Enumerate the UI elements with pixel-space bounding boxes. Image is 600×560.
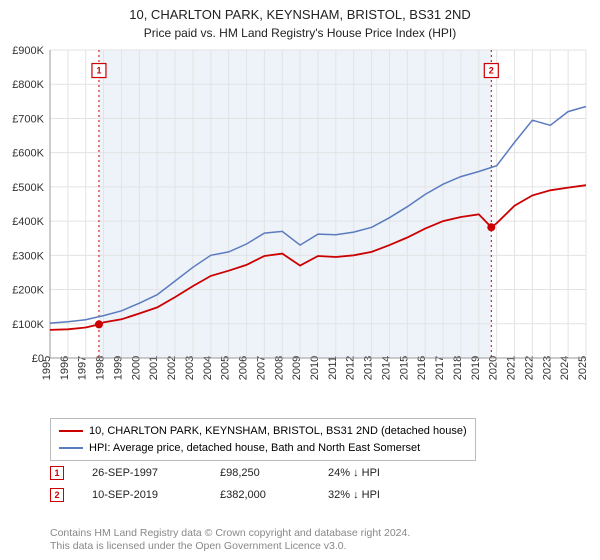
svg-text:2004: 2004 <box>202 356 214 380</box>
legend-label: HPI: Average price, detached house, Bath… <box>89 440 420 457</box>
line-chart: £0£100K£200K£300K£400K£500K£600K£700K£80… <box>0 42 600 412</box>
svg-text:2: 2 <box>489 66 494 76</box>
svg-text:1998: 1998 <box>95 356 107 380</box>
svg-text:2020: 2020 <box>488 356 500 380</box>
event-date: 10-SEP-2019 <box>92 489 192 501</box>
chart-subtitle: Price paid vs. HM Land Registry's House … <box>0 24 600 40</box>
svg-text:1996: 1996 <box>59 356 71 380</box>
svg-text:2018: 2018 <box>452 356 464 380</box>
svg-text:2021: 2021 <box>506 356 518 380</box>
svg-text:2023: 2023 <box>541 356 553 380</box>
svg-text:2024: 2024 <box>559 356 571 380</box>
svg-text:£700K: £700K <box>12 113 44 125</box>
svg-text:2011: 2011 <box>327 356 339 380</box>
svg-text:£600K: £600K <box>12 148 44 160</box>
svg-text:2005: 2005 <box>220 356 232 380</box>
footnote-text: Contains HM Land Registry data © Crown c… <box>50 527 410 539</box>
svg-text:1995: 1995 <box>41 356 53 380</box>
svg-text:£100K: £100K <box>12 319 44 331</box>
svg-text:2000: 2000 <box>130 356 142 380</box>
event-date: 26-SEP-1997 <box>92 467 192 479</box>
svg-text:2008: 2008 <box>273 356 285 380</box>
svg-text:2025: 2025 <box>577 356 589 380</box>
svg-text:2014: 2014 <box>380 356 392 380</box>
svg-text:£900K: £900K <box>12 45 44 57</box>
event-price: £98,250 <box>220 467 300 479</box>
event-marker-icon: 2 <box>50 488 64 502</box>
svg-text:2001: 2001 <box>148 356 160 380</box>
svg-text:2022: 2022 <box>523 356 535 380</box>
svg-text:2016: 2016 <box>416 356 428 380</box>
svg-text:£500K: £500K <box>12 182 44 194</box>
svg-text:£800K: £800K <box>12 79 44 91</box>
svg-text:1997: 1997 <box>77 356 89 380</box>
footnote-text: This data is licensed under the Open Gov… <box>50 540 347 552</box>
svg-text:2006: 2006 <box>238 356 250 380</box>
svg-text:2012: 2012 <box>345 356 357 380</box>
svg-text:1: 1 <box>96 66 101 76</box>
legend-label: 10, CHARLTON PARK, KEYNSHAM, BRISTOL, BS… <box>89 423 467 440</box>
event-row: 1 26-SEP-1997 £98,250 24% ↓ HPI <box>50 462 380 484</box>
svg-text:2013: 2013 <box>363 356 375 380</box>
svg-text:£200K: £200K <box>12 285 44 297</box>
events-table: 1 26-SEP-1997 £98,250 24% ↓ HPI 2 10-SEP… <box>50 462 380 506</box>
svg-text:2002: 2002 <box>166 356 178 380</box>
legend-swatch-red <box>59 430 83 432</box>
legend-item: HPI: Average price, detached house, Bath… <box>59 440 467 457</box>
svg-text:£400K: £400K <box>12 216 44 228</box>
svg-text:2003: 2003 <box>184 356 196 380</box>
svg-text:2010: 2010 <box>309 356 321 380</box>
chart-title: 10, CHARLTON PARK, KEYNSHAM, BRISTOL, BS… <box>0 0 600 24</box>
event-row: 2 10-SEP-2019 £382,000 32% ↓ HPI <box>50 484 380 506</box>
svg-text:2007: 2007 <box>255 356 267 380</box>
legend-item: 10, CHARLTON PARK, KEYNSHAM, BRISTOL, BS… <box>59 423 467 440</box>
svg-text:2015: 2015 <box>398 356 410 380</box>
svg-text:1999: 1999 <box>112 356 124 380</box>
svg-text:£300K: £300K <box>12 250 44 262</box>
chart-area: £0£100K£200K£300K£400K£500K£600K£700K£80… <box>0 42 600 412</box>
footnote: Contains HM Land Registry data © Crown c… <box>50 527 410 554</box>
event-hpi: 32% ↓ HPI <box>328 489 380 501</box>
event-marker-icon: 1 <box>50 466 64 480</box>
legend: 10, CHARLTON PARK, KEYNSHAM, BRISTOL, BS… <box>50 418 476 461</box>
legend-swatch-blue <box>59 447 83 449</box>
svg-text:2009: 2009 <box>291 356 303 380</box>
svg-text:2019: 2019 <box>470 356 482 380</box>
svg-text:2017: 2017 <box>434 356 446 380</box>
event-hpi: 24% ↓ HPI <box>328 467 380 479</box>
event-price: £382,000 <box>220 489 300 501</box>
